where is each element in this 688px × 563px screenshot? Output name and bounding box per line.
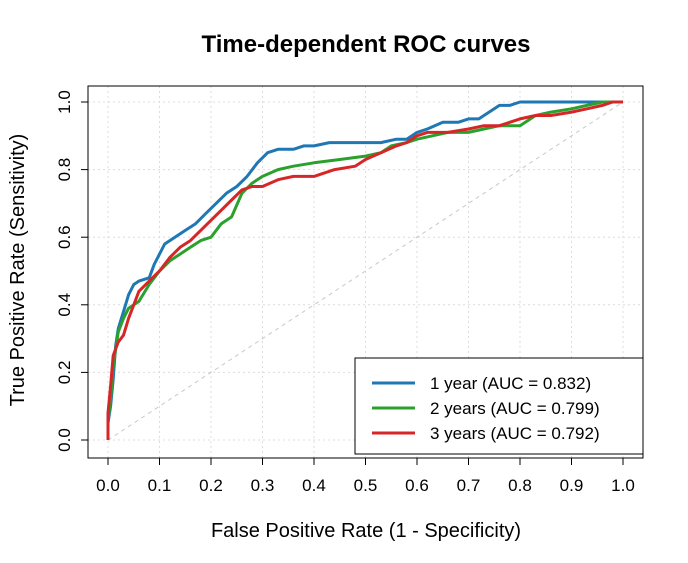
y-tick-label: 0.4 [55, 293, 74, 317]
x-tick-label: 0.9 [560, 476, 584, 495]
y-tick-label: 0.6 [55, 225, 74, 249]
x-axis: 0.0 0.1 0.2 0.3 0.4 0.5 0.6 0.7 0.8 0.9 1.0 [96, 457, 635, 495]
roc-curve-1 [106, 100, 623, 440]
y-axis-label: True Positive Rate (Sensitivity) [7, 134, 29, 407]
x-tick-label: 0.7 [457, 476, 481, 495]
chart-title: Time-dependent ROC curves [202, 31, 531, 58]
x-tick-label: 0.5 [354, 476, 378, 495]
y-tick-label: 0.0 [55, 428, 74, 452]
x-tick-label: 0.3 [251, 476, 275, 495]
x-tick-label: 0.1 [148, 476, 172, 495]
x-tick-label: 0.4 [302, 476, 326, 495]
series-layer [106, 100, 623, 440]
legend-label-3: 3 years (AUC = 0.792) [430, 424, 600, 443]
legend-box [354, 357, 644, 455]
legend: 1 year (AUC = 0.832) 2 years (AUC = 0.799… [354, 357, 644, 455]
legend-label-2: 2 years (AUC = 0.799) [430, 399, 600, 418]
legend-label-1: 1 year (AUC = 0.832) [430, 374, 591, 393]
reference-diagonal-line [107, 101, 624, 441]
x-tick-label: 1.0 [611, 476, 635, 495]
x-tick-label: 0.8 [508, 476, 532, 495]
roc-curve-3 [106, 100, 623, 440]
y-tick-label: 0.8 [55, 158, 74, 182]
y-tick-label: 1.0 [55, 90, 74, 114]
x-axis-label: False Positive Rate (1 - Specificity) [211, 520, 521, 542]
x-tick-label: 0.6 [405, 476, 429, 495]
y-axis: 0.0 0.2 0.4 0.6 0.8 1.0 [55, 90, 89, 452]
x-tick-label: 0.2 [199, 476, 223, 495]
x-tick-label: 0.0 [96, 476, 120, 495]
y-tick-label: 0.2 [55, 361, 74, 385]
